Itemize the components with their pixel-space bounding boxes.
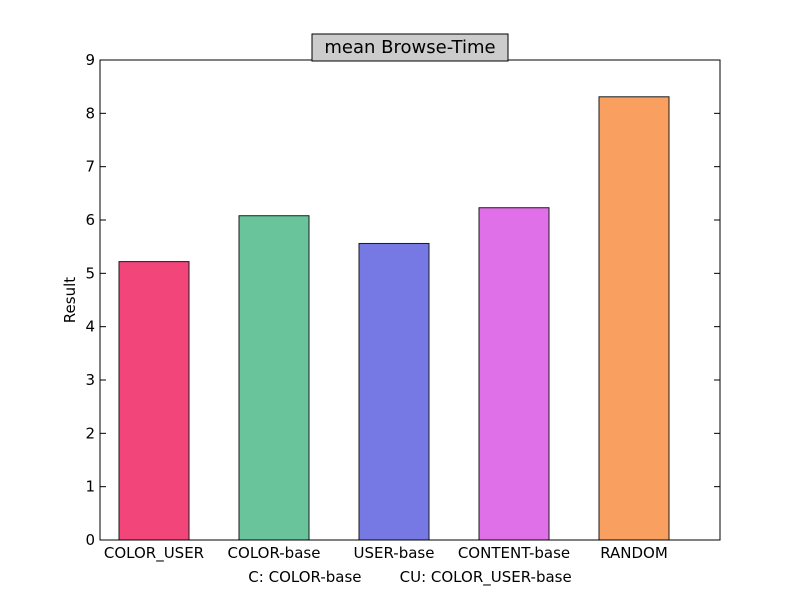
bar-user-base [358,242,430,541]
y-tick-label-1: 1 [85,478,95,496]
bar-content-base [478,207,550,541]
chart-title-box: mean Browse-Time [311,33,509,62]
x-tick-label-color-base: COLOR-base [228,544,321,562]
chart-title-background [311,33,509,62]
x-tick-label-random: RANDOM [600,544,668,562]
y-tick-label-9: 9 [85,51,95,69]
bar-color-base [238,215,310,541]
x-axis-ticks: COLOR_USER COLOR-base USER-base CONTENT-bas… [104,544,668,563]
y-tick-label-4: 4 [85,318,95,336]
y-tick-label-7: 7 [85,158,95,176]
chart-title: mean Browse-Time [324,37,495,58]
y-tick-label-0: 0 [85,531,95,549]
y-tick-label-6: 6 [85,211,95,229]
x-axis-label: C: COLOR-base CU: COLOR_USER-base [248,568,571,587]
bar-random [598,96,670,541]
x-tick-label-user-base: USER-base [354,544,435,562]
x-tick-label-content-base: CONTENT-base [458,544,570,562]
y-tick-label-8: 8 [85,104,95,122]
y-tick-label-3: 3 [85,371,95,389]
y-axis-ticks: 0 1 2 3 4 5 6 7 8 9 [85,51,720,549]
x-tick-label-color-user: COLOR_USER [104,544,204,563]
bar-color-user [118,261,190,541]
y-axis-label: Result [61,277,79,323]
y-tick-label-5: 5 [85,264,95,282]
bars-group [118,96,670,541]
y-tick-label-2: 2 [85,424,95,442]
